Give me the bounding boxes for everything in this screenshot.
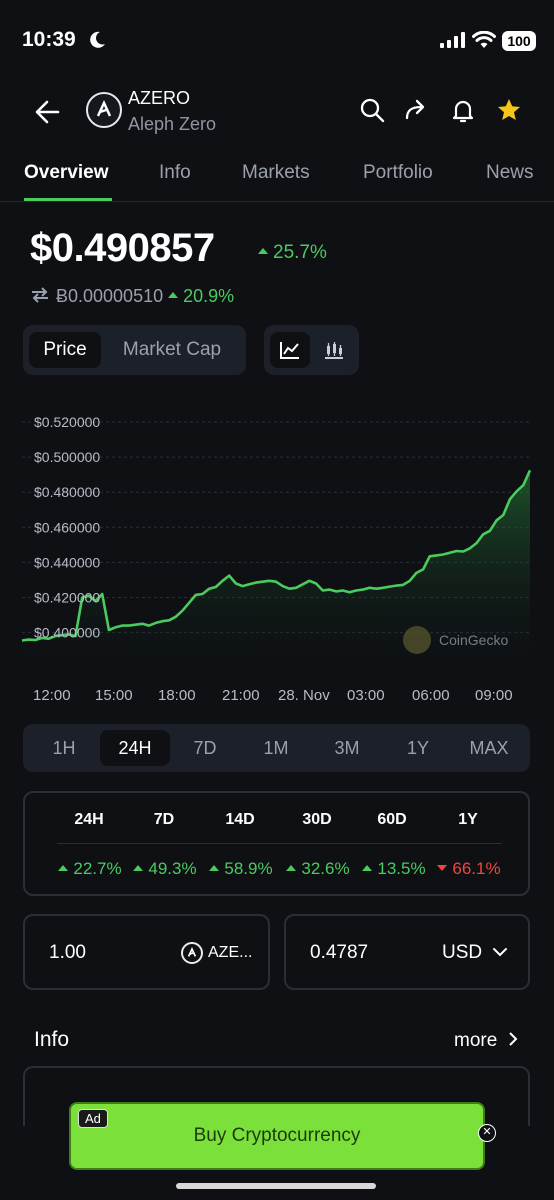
change-value-14d: 58.9% xyxy=(202,859,280,879)
ad-banner[interactable]: Ad Buy Cryptocurrency xyxy=(69,1102,485,1170)
aleph-zero-logo-icon xyxy=(96,100,112,117)
price-chart[interactable]: $0.520000 $0.500000 $0.480000 $0.460000 $0.4… xyxy=(0,405,554,715)
current-price: $0.490857 xyxy=(30,226,215,270)
wifi-icon xyxy=(472,31,496,48)
timeframe-1m[interactable]: 1M xyxy=(263,738,289,758)
metric-toggle: Price Market Cap xyxy=(23,325,246,375)
change-value-30d: 32.6% xyxy=(279,859,357,879)
btc-price-row: Ƀ0.00000510 20.9% xyxy=(30,286,234,307)
change-header-7d: 7D xyxy=(153,811,175,828)
currency-selector-label[interactable]: USD xyxy=(442,942,483,963)
tab-info[interactable]: Info xyxy=(159,162,191,183)
change-header-30d: 30D xyxy=(302,811,332,828)
y-axis-tick-label: $0.440000 xyxy=(34,554,100,570)
x-axis-tick-label: 06:00 xyxy=(412,687,450,704)
moon-icon xyxy=(90,31,105,48)
coin-symbol: AZERO xyxy=(128,88,191,108)
change-header-24h: 24H xyxy=(74,811,104,828)
y-axis-tick-label: $0.420000 xyxy=(34,590,100,606)
y-axis-tick-label: $0.500000 xyxy=(34,449,100,465)
x-axis-tick-label: 18:00 xyxy=(158,687,196,704)
btc-price-change: 20.9% xyxy=(168,286,234,306)
line-chart-icon xyxy=(280,342,299,359)
tab-news[interactable]: News xyxy=(486,162,534,183)
up-triangle-icon xyxy=(258,247,268,254)
active-tab-indicator xyxy=(24,198,112,201)
timeframe-7d[interactable]: 7D xyxy=(193,738,217,758)
timeframe-24h[interactable]: 24H xyxy=(100,730,170,766)
table-divider xyxy=(57,843,502,844)
timeframe-selector: 1H 24H 7D 1M 3M 1Y MAX xyxy=(23,724,530,772)
change-value-1y: 66.1% xyxy=(430,859,508,879)
change-header-1y: 1Y xyxy=(458,811,478,828)
change-value-24h: 22.7% xyxy=(51,859,129,879)
aleph-zero-mini-logo-icon xyxy=(181,942,203,964)
ad-badge: Ad xyxy=(78,1109,108,1128)
change-value-7d: 49.3% xyxy=(126,859,204,879)
tab-portfolio[interactable]: Portfolio xyxy=(363,162,433,183)
more-link[interactable]: more xyxy=(454,1030,519,1052)
coin-logo xyxy=(86,92,122,128)
x-axis-tick-label: 21:00 xyxy=(222,687,260,704)
price-area-fill xyxy=(22,470,530,675)
timeframe-3m[interactable]: 3M xyxy=(334,738,360,758)
fiat-amount-value[interactable]: 0.4787 xyxy=(310,942,369,963)
cellular-signal-icon xyxy=(440,32,465,48)
y-axis-tick-label: $0.460000 xyxy=(34,519,100,535)
candlestick-chart-button[interactable] xyxy=(314,332,354,368)
x-axis-tick-label: 03:00 xyxy=(347,687,385,704)
battery-indicator: 100 xyxy=(502,31,536,51)
tab-overview[interactable]: Overview xyxy=(24,162,109,183)
chart-watermark: CoinGecko xyxy=(439,632,509,648)
change-header-14d: 14D xyxy=(225,811,255,828)
y-axis-tick-label: $0.480000 xyxy=(34,484,100,500)
status-time: 10:39 xyxy=(22,28,76,51)
candlestick-icon xyxy=(325,342,343,359)
price-line xyxy=(21,469,532,642)
timeframe-max[interactable]: MAX xyxy=(469,738,509,758)
status-bar: 10:39 100 xyxy=(0,0,554,80)
market-cap-toggle-button[interactable]: Market Cap xyxy=(122,339,222,360)
share-icon[interactable] xyxy=(403,96,431,124)
chevron-right-icon xyxy=(508,1032,517,1046)
x-axis-tick-label: 12:00 xyxy=(33,687,71,704)
coin-header: AZERO Aleph Zero xyxy=(0,84,554,140)
up-triangle-icon xyxy=(168,292,179,299)
price-toggle-button[interactable]: Price xyxy=(29,332,101,368)
info-card xyxy=(23,1066,530,1126)
home-indicator[interactable] xyxy=(176,1183,376,1189)
swap-arrows-icon xyxy=(32,287,48,303)
coin-selector-label[interactable]: AZE... xyxy=(208,944,253,961)
section-tabs: Overview Info Markets Portfolio News xyxy=(0,150,554,202)
search-icon[interactable] xyxy=(358,96,386,124)
x-axis-tick-label: 15:00 xyxy=(95,687,133,704)
timeframe-1h[interactable]: 1H xyxy=(52,738,76,758)
coin-amount-field[interactable]: 1.00 AZE... xyxy=(23,914,270,990)
star-favorite-icon[interactable] xyxy=(495,96,523,124)
x-axis-tick-label: 28. Nov xyxy=(278,687,330,704)
btc-price: Ƀ0.00000510 xyxy=(56,286,164,306)
y-axis-tick-label: $0.520000 xyxy=(34,414,100,430)
coingecko-logo-icon xyxy=(403,626,431,654)
coin-name: Aleph Zero xyxy=(128,114,217,134)
change-value-60d: 13.5% xyxy=(355,859,433,879)
timeframe-1y[interactable]: 1Y xyxy=(406,738,430,758)
chart-type-toggle xyxy=(264,325,359,375)
x-axis-tick-label: 09:00 xyxy=(475,687,513,704)
tab-markets[interactable]: Markets xyxy=(242,162,310,183)
price-change-table: 24H 7D 14D 30D 60D 1Y 22.7% 49.3% 58.9% … xyxy=(23,791,530,896)
back-arrow-icon[interactable] xyxy=(30,94,66,130)
bell-icon[interactable] xyxy=(449,96,477,124)
coin-amount-value[interactable]: 1.00 xyxy=(49,942,86,963)
line-chart-button[interactable] xyxy=(270,332,310,368)
fiat-amount-field[interactable]: 0.4787 USD xyxy=(284,914,530,990)
change-header-60d: 60D xyxy=(377,811,407,828)
ad-text[interactable]: Buy Cryptocurrency xyxy=(193,1125,361,1146)
price-change-24h: 25.7% xyxy=(258,242,327,264)
info-section-title: Info xyxy=(34,1028,70,1051)
y-axis-tick-label: $0.400000 xyxy=(34,625,100,641)
chevron-down-icon[interactable] xyxy=(492,946,508,958)
close-ad-icon[interactable]: ✕ xyxy=(478,1124,496,1142)
